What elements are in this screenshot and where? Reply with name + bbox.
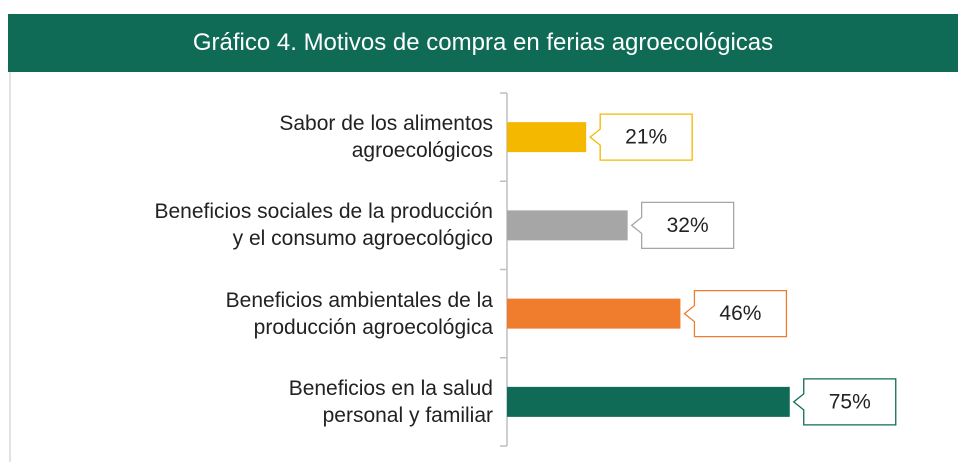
value-label: 75% — [829, 390, 871, 413]
value-label: 46% — [719, 302, 761, 325]
category-label: Beneficios sociales de la producción y e… — [154, 200, 493, 251]
bar — [507, 386, 790, 417]
value-label-box — [683, 289, 788, 338]
bar — [507, 122, 587, 153]
bar — [507, 298, 681, 329]
category-label: Sabor de los alimentos agroecológicos — [279, 112, 493, 163]
value-label-box — [792, 378, 897, 426]
value-label: 32% — [667, 214, 709, 237]
chart-title: Gráfico 4. Motivos de compra en ferias a… — [8, 14, 958, 72]
value-label-box — [630, 201, 735, 250]
category-label: Beneficios en la salud personal y famili… — [288, 376, 493, 427]
value-label: 21% — [625, 126, 667, 149]
value-label-box — [589, 113, 693, 161]
category-label: Beneficios ambientales de la producción … — [225, 288, 493, 339]
bar — [507, 210, 628, 241]
